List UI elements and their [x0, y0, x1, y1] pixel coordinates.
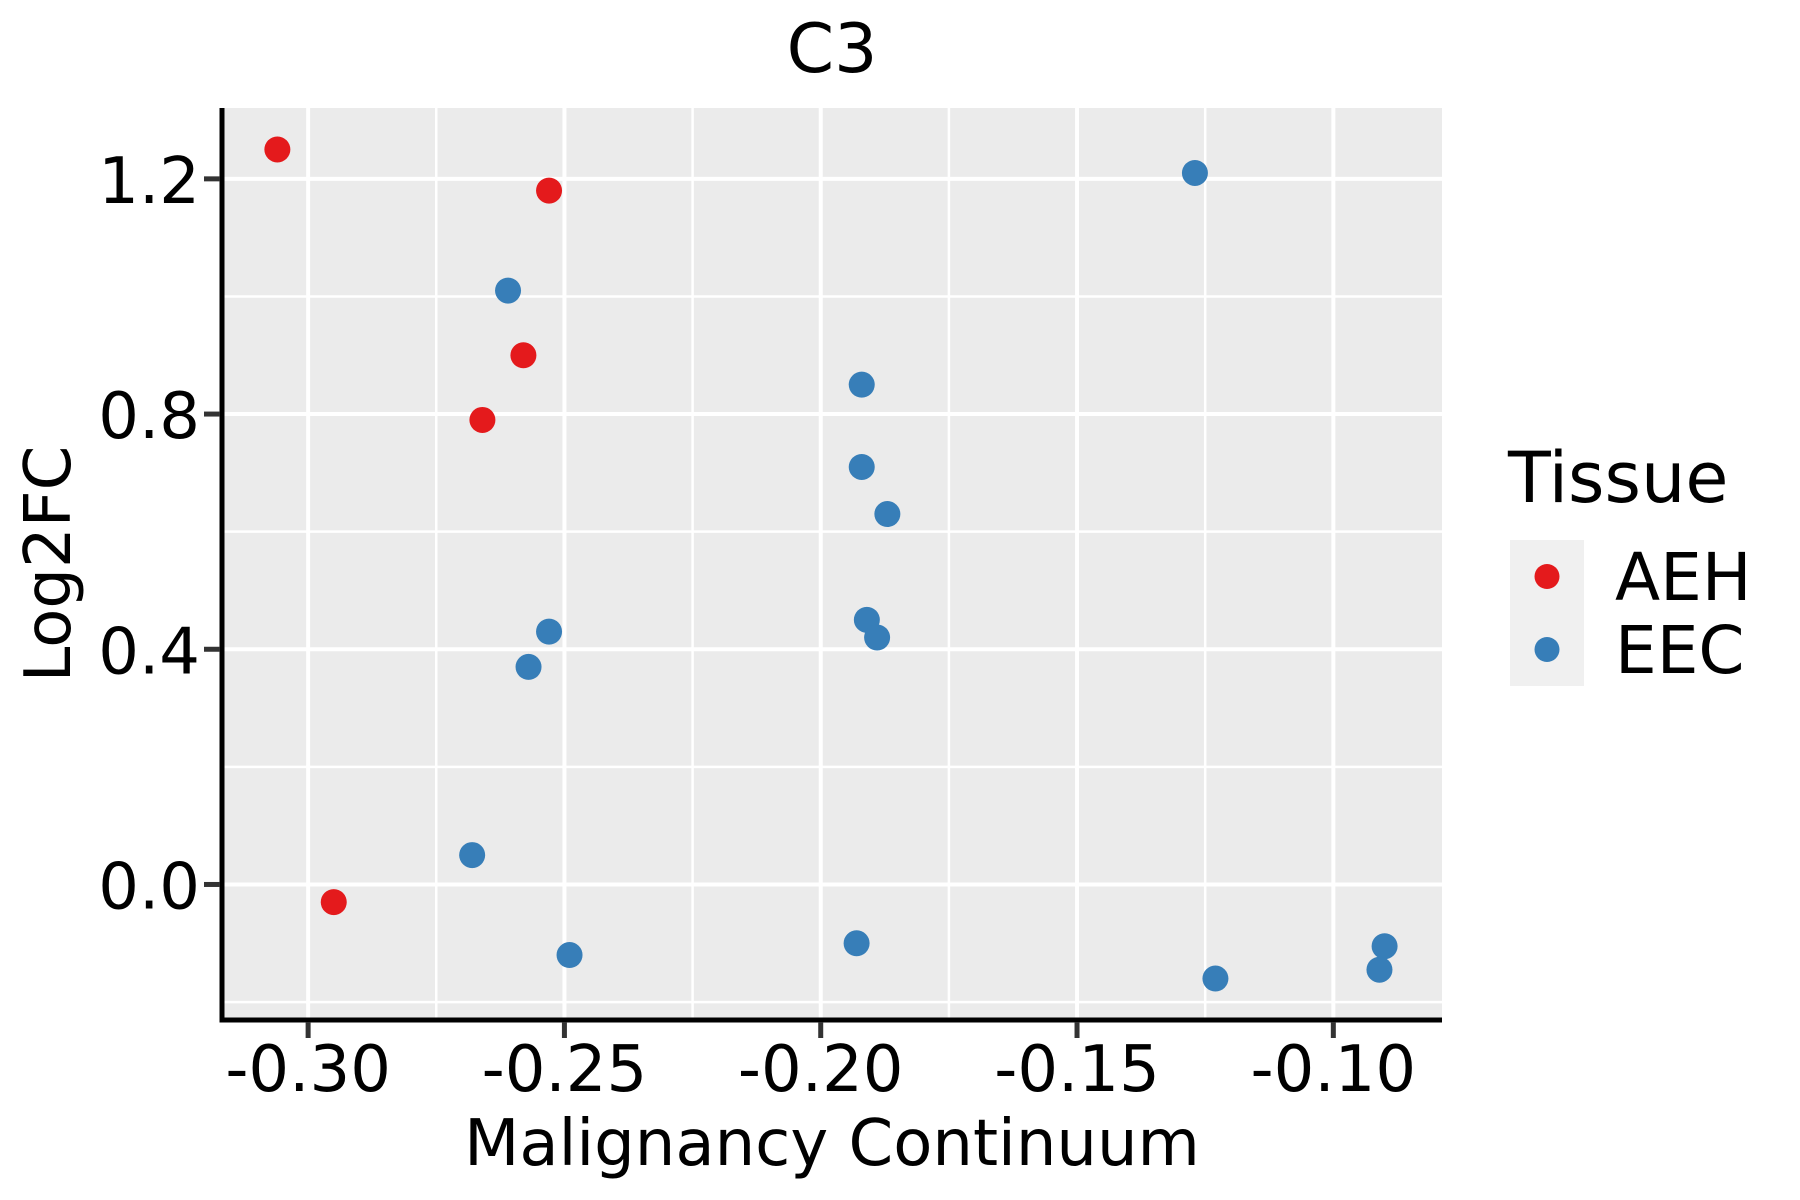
plot-panel: [222, 108, 1442, 1020]
data-point-eec: [848, 453, 875, 480]
legend-dot-eec-icon: [1534, 637, 1560, 662]
data-point-eec: [495, 277, 522, 304]
data-point-eec: [843, 930, 870, 957]
legend-title: Tissue: [1507, 437, 1728, 519]
x-axis-ticks: [305, 1022, 1336, 1038]
y-tick-label: 0.4: [98, 615, 200, 689]
data-point-aeh: [320, 889, 347, 916]
data-point-aeh: [469, 406, 496, 433]
x-tick-label: -0.25: [482, 1033, 648, 1107]
data-points-layer: [264, 136, 1398, 992]
x-tick-label: -0.15: [994, 1033, 1160, 1107]
data-point-eec: [1371, 933, 1398, 960]
y-axis-ticks: [204, 176, 220, 887]
data-point-aeh: [510, 342, 537, 369]
y-tick-label: 0.0: [98, 850, 200, 924]
legend: Tissue AEH EEC: [1507, 437, 1751, 689]
data-point-aeh: [536, 177, 563, 204]
data-point-eec: [1366, 956, 1393, 983]
legend-item-aeh: AEH: [1510, 539, 1751, 616]
legend-label-aeh: AEH: [1615, 539, 1751, 616]
y-tick-label: 1.2: [98, 145, 200, 219]
data-point-eec: [536, 618, 563, 645]
data-point-eec: [1181, 159, 1208, 186]
data-point-eec: [556, 942, 583, 969]
x-tick-label: -0.30: [225, 1033, 391, 1107]
y-axis-title: Log2FC: [12, 446, 86, 683]
y-tick-label: 0.8: [98, 380, 200, 454]
x-axis-title: Malignancy Continuum: [464, 1107, 1200, 1181]
data-point-eec: [864, 624, 891, 651]
legend-dot-aeh-icon: [1534, 564, 1560, 589]
data-point-eec: [459, 842, 486, 869]
data-point-eec: [515, 653, 542, 680]
x-tick-label: -0.10: [1251, 1033, 1417, 1107]
minor-gridlines: [222, 108, 1442, 1020]
y-axis-tick-labels: 0.0 0.4 0.8 1.2: [98, 145, 200, 925]
plot-title: C3: [787, 10, 878, 89]
x-tick-label: -0.20: [738, 1033, 904, 1107]
data-point-eec: [874, 501, 901, 528]
data-point-aeh: [264, 136, 291, 163]
major-gridlines: [222, 108, 1442, 1020]
x-axis-tick-labels: -0.30 -0.25 -0.20 -0.15 -0.10: [225, 1033, 1416, 1107]
legend-item-eec: EEC: [1510, 612, 1745, 689]
data-point-eec: [1202, 965, 1229, 992]
data-point-eec: [848, 371, 875, 398]
legend-label-eec: EEC: [1615, 612, 1745, 689]
